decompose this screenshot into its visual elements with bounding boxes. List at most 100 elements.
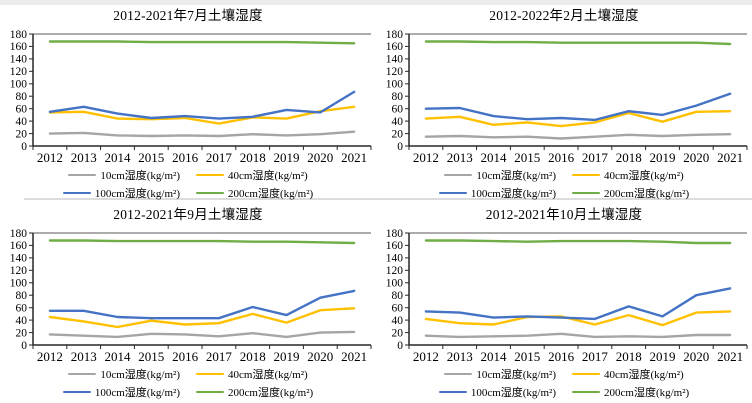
series-line-100cm xyxy=(424,287,732,321)
x-tick-label: 2015 xyxy=(514,150,540,165)
y-tick-label: 80 xyxy=(392,91,404,103)
x-tick-label: 2013 xyxy=(71,150,97,165)
y-tick-label: 60 xyxy=(16,104,28,116)
chart-legend-september: 10cm湿度(kg/m²) 40cm湿度(kg/m²) 100cm湿度(kg/m²)… xyxy=(0,366,376,400)
legend-swatch-100cm xyxy=(438,191,467,195)
legend-swatch-100cm xyxy=(62,390,91,394)
legend-swatch-40cm xyxy=(572,372,600,376)
legend-item-10cm: 10cm湿度(kg/m²) xyxy=(68,167,180,183)
series-line-200cm xyxy=(48,239,356,245)
legend-label-200cm: 200cm湿度(kg/m²) xyxy=(228,387,314,399)
chart-title-october: 2012-2021年10月土壤湿度 xyxy=(485,207,643,222)
series-line-200cm xyxy=(424,40,732,46)
y-tick-label: 60 xyxy=(16,303,28,315)
legend-label-10cm: 10cm湿度(kg/m²) xyxy=(476,170,556,182)
x-tick-label: 2021 xyxy=(717,349,743,364)
y-tick-label: 40 xyxy=(392,116,404,128)
y-tick-label: 80 xyxy=(16,290,28,302)
legend-swatch-100cm xyxy=(438,390,467,394)
chart-panel-october: 2012-2021年10月土壤湿度 0 20 40 60 80 100 120 140 160 1… xyxy=(376,203,752,400)
legend-swatch-200cm xyxy=(196,191,224,195)
x-tick-label: 2018 xyxy=(616,150,642,165)
y-tick-label: 140 xyxy=(10,253,28,265)
legend-row: 100cm湿度(kg/m²) 200cm湿度(kg/m²) xyxy=(438,384,690,400)
x-tick-label: 2017 xyxy=(206,150,233,165)
series-line-10cm xyxy=(424,132,732,140)
series-line-40cm xyxy=(48,307,356,329)
legend-item-10cm: 10cm湿度(kg/m²) xyxy=(444,366,556,382)
series-line-200cm xyxy=(48,40,356,45)
y-tick-label: 0 xyxy=(21,340,27,352)
legend-label-200cm: 200cm湿度(kg/m²) xyxy=(604,188,690,200)
y-tick-label: 100 xyxy=(10,79,28,91)
chart-panel-july: 2012-2021年7月土壤湿度 0 20 40 60 80 100 120 140 160 18… xyxy=(0,4,376,201)
x-tick-label: 2019 xyxy=(274,349,300,364)
legend-label-100cm: 100cm湿度(kg/m²) xyxy=(470,188,556,200)
legend-item-200cm: 200cm湿度(kg/m²) xyxy=(196,384,313,400)
series-line-10cm xyxy=(424,332,732,339)
y-tick-label: 100 xyxy=(386,79,404,91)
legend-item-100cm: 100cm湿度(kg/m²) xyxy=(62,384,180,400)
chart-panel-february: 2012-2022年2月土壤湿度 0 20 40 60 80 100 120 140 160 18… xyxy=(376,4,752,201)
y-tick-label: 120 xyxy=(10,265,28,277)
x-tick-label: 2013 xyxy=(447,349,473,364)
x-tick-label: 2019 xyxy=(274,150,300,165)
y-tick-label: 80 xyxy=(392,290,404,302)
legend-row: 100cm湿度(kg/m²) 200cm湿度(kg/m²) xyxy=(62,384,313,400)
y-tick-label: 160 xyxy=(386,240,404,252)
legend-label-200cm: 200cm湿度(kg/m²) xyxy=(604,387,690,399)
row-divider xyxy=(24,198,752,200)
y-tick-label: 180 xyxy=(386,228,404,240)
x-tick-label: 2020 xyxy=(683,150,709,165)
x-tick-label: 2015 xyxy=(138,150,164,165)
legend-label-100cm: 100cm湿度(kg/m²) xyxy=(470,387,556,399)
x-tick-label: 2016 xyxy=(172,150,199,165)
legend-row: 10cm湿度(kg/m²) 40cm湿度(kg/m²) xyxy=(68,366,308,382)
y-tick-label: 40 xyxy=(16,315,28,327)
y-tick-label: 20 xyxy=(392,327,404,339)
y-tick-label: 20 xyxy=(16,327,28,339)
legend-label-10cm: 10cm湿度(kg/m²) xyxy=(100,369,180,381)
y-tick-label: 140 xyxy=(10,54,28,66)
legend-item-200cm: 200cm湿度(kg/m²) xyxy=(572,185,689,201)
x-tick-label: 2016 xyxy=(548,349,575,364)
x-tick-label: 2018 xyxy=(240,150,266,165)
y-tick-label: 0 xyxy=(21,141,27,153)
y-tick-label: 100 xyxy=(386,278,404,290)
y-tick-label: 40 xyxy=(16,116,28,128)
legend-item-100cm: 100cm湿度(kg/m²) xyxy=(62,185,180,201)
x-tick-label: 2017 xyxy=(582,349,609,364)
x-tick-label: 2020 xyxy=(307,150,333,165)
legend-swatch-40cm xyxy=(572,173,600,177)
chart-title-september: 2012-2021年9月土壤湿度 xyxy=(113,207,263,222)
y-tick-label: 80 xyxy=(16,91,28,103)
legend-swatch-200cm xyxy=(196,390,224,394)
y-tick-label: 20 xyxy=(16,128,28,140)
y-tick-label: 120 xyxy=(386,265,404,277)
legend-item-100cm: 100cm湿度(kg/m²) xyxy=(438,185,556,201)
legend-swatch-200cm xyxy=(572,191,600,195)
y-tick-label: 20 xyxy=(392,128,404,140)
legend-swatch-100cm xyxy=(62,191,91,195)
legend-label-200cm: 200cm湿度(kg/m²) xyxy=(228,188,314,200)
legend-row: 10cm湿度(kg/m²) 40cm湿度(kg/m²) xyxy=(444,366,684,382)
legend-row: 100cm湿度(kg/m²) 200cm湿度(kg/m²) xyxy=(438,185,689,201)
legend-swatch-10cm xyxy=(444,372,473,376)
y-tick-label: 40 xyxy=(392,315,404,327)
legend-label-40cm: 40cm湿度(kg/m²) xyxy=(604,369,684,381)
y-tick-label: 0 xyxy=(397,340,403,352)
y-tick-label: 60 xyxy=(392,104,404,116)
legend-swatch-40cm xyxy=(196,372,224,376)
y-tick-label: 180 xyxy=(10,29,28,41)
x-tick-label: 2014 xyxy=(481,349,508,364)
legend-swatch-10cm xyxy=(68,372,97,376)
legend-swatch-40cm xyxy=(196,173,224,177)
y-tick-label: 0 xyxy=(397,141,403,153)
y-tick-label: 60 xyxy=(392,303,404,315)
x-tick-label: 2012 xyxy=(37,349,63,364)
x-axis: 2012 2013 2014 2015 2016 2017 2018 2019 2020 2021 xyxy=(32,345,372,364)
x-axis: 2012 2013 2014 2015 2016 2017 2018 2019 2020 2021 xyxy=(408,146,748,165)
